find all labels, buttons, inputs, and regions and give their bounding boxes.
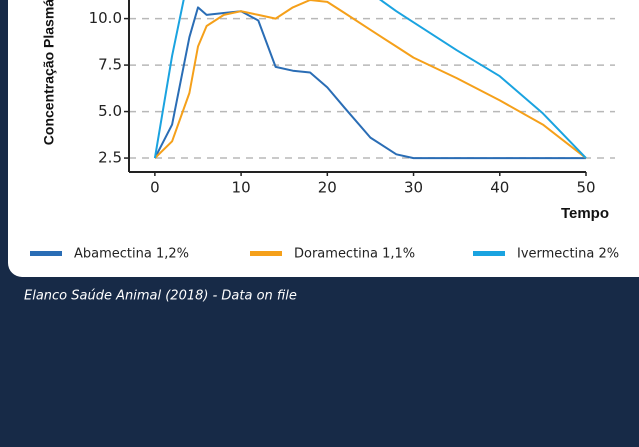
source-note: Elanco Saúde Animal (2018) - Data on fil… (24, 289, 297, 304)
x-tick-label: 0 (150, 179, 160, 197)
legend-label: Doramectina 1,1% (294, 247, 415, 262)
y-axis-label: Concentração Plasmática (41, 0, 57, 145)
x-tick-label: 10 (232, 179, 251, 197)
x-tick-label: 40 (490, 179, 509, 197)
legend-label: Ivermectina 2% (517, 247, 619, 262)
y-tick-label: 5.0 (98, 102, 122, 120)
chart-card (8, 0, 639, 277)
legend-swatch (30, 251, 62, 256)
data-line (154, 0, 587, 159)
data-line (154, 6, 586, 160)
x-tick-label: 20 (318, 179, 337, 197)
y-tick-label: 10.0 (89, 9, 122, 27)
y-tick-label: 2.5 (98, 149, 122, 167)
plot: 2.5 5.0 7.5 10.0 0 10 20 30 40 50 Abamectina 1,2% D… (30, 0, 619, 262)
x-tick-label: 50 (576, 179, 595, 197)
x-axis-label: Tempo (561, 205, 609, 222)
legend-swatch (250, 251, 282, 256)
y-tick-label: 7.5 (98, 56, 122, 74)
x-tick-label: 30 (404, 179, 423, 197)
legend-swatch (473, 251, 505, 256)
data-line (153, 0, 587, 159)
legend-label: Abamectina 1,2% (74, 247, 189, 262)
